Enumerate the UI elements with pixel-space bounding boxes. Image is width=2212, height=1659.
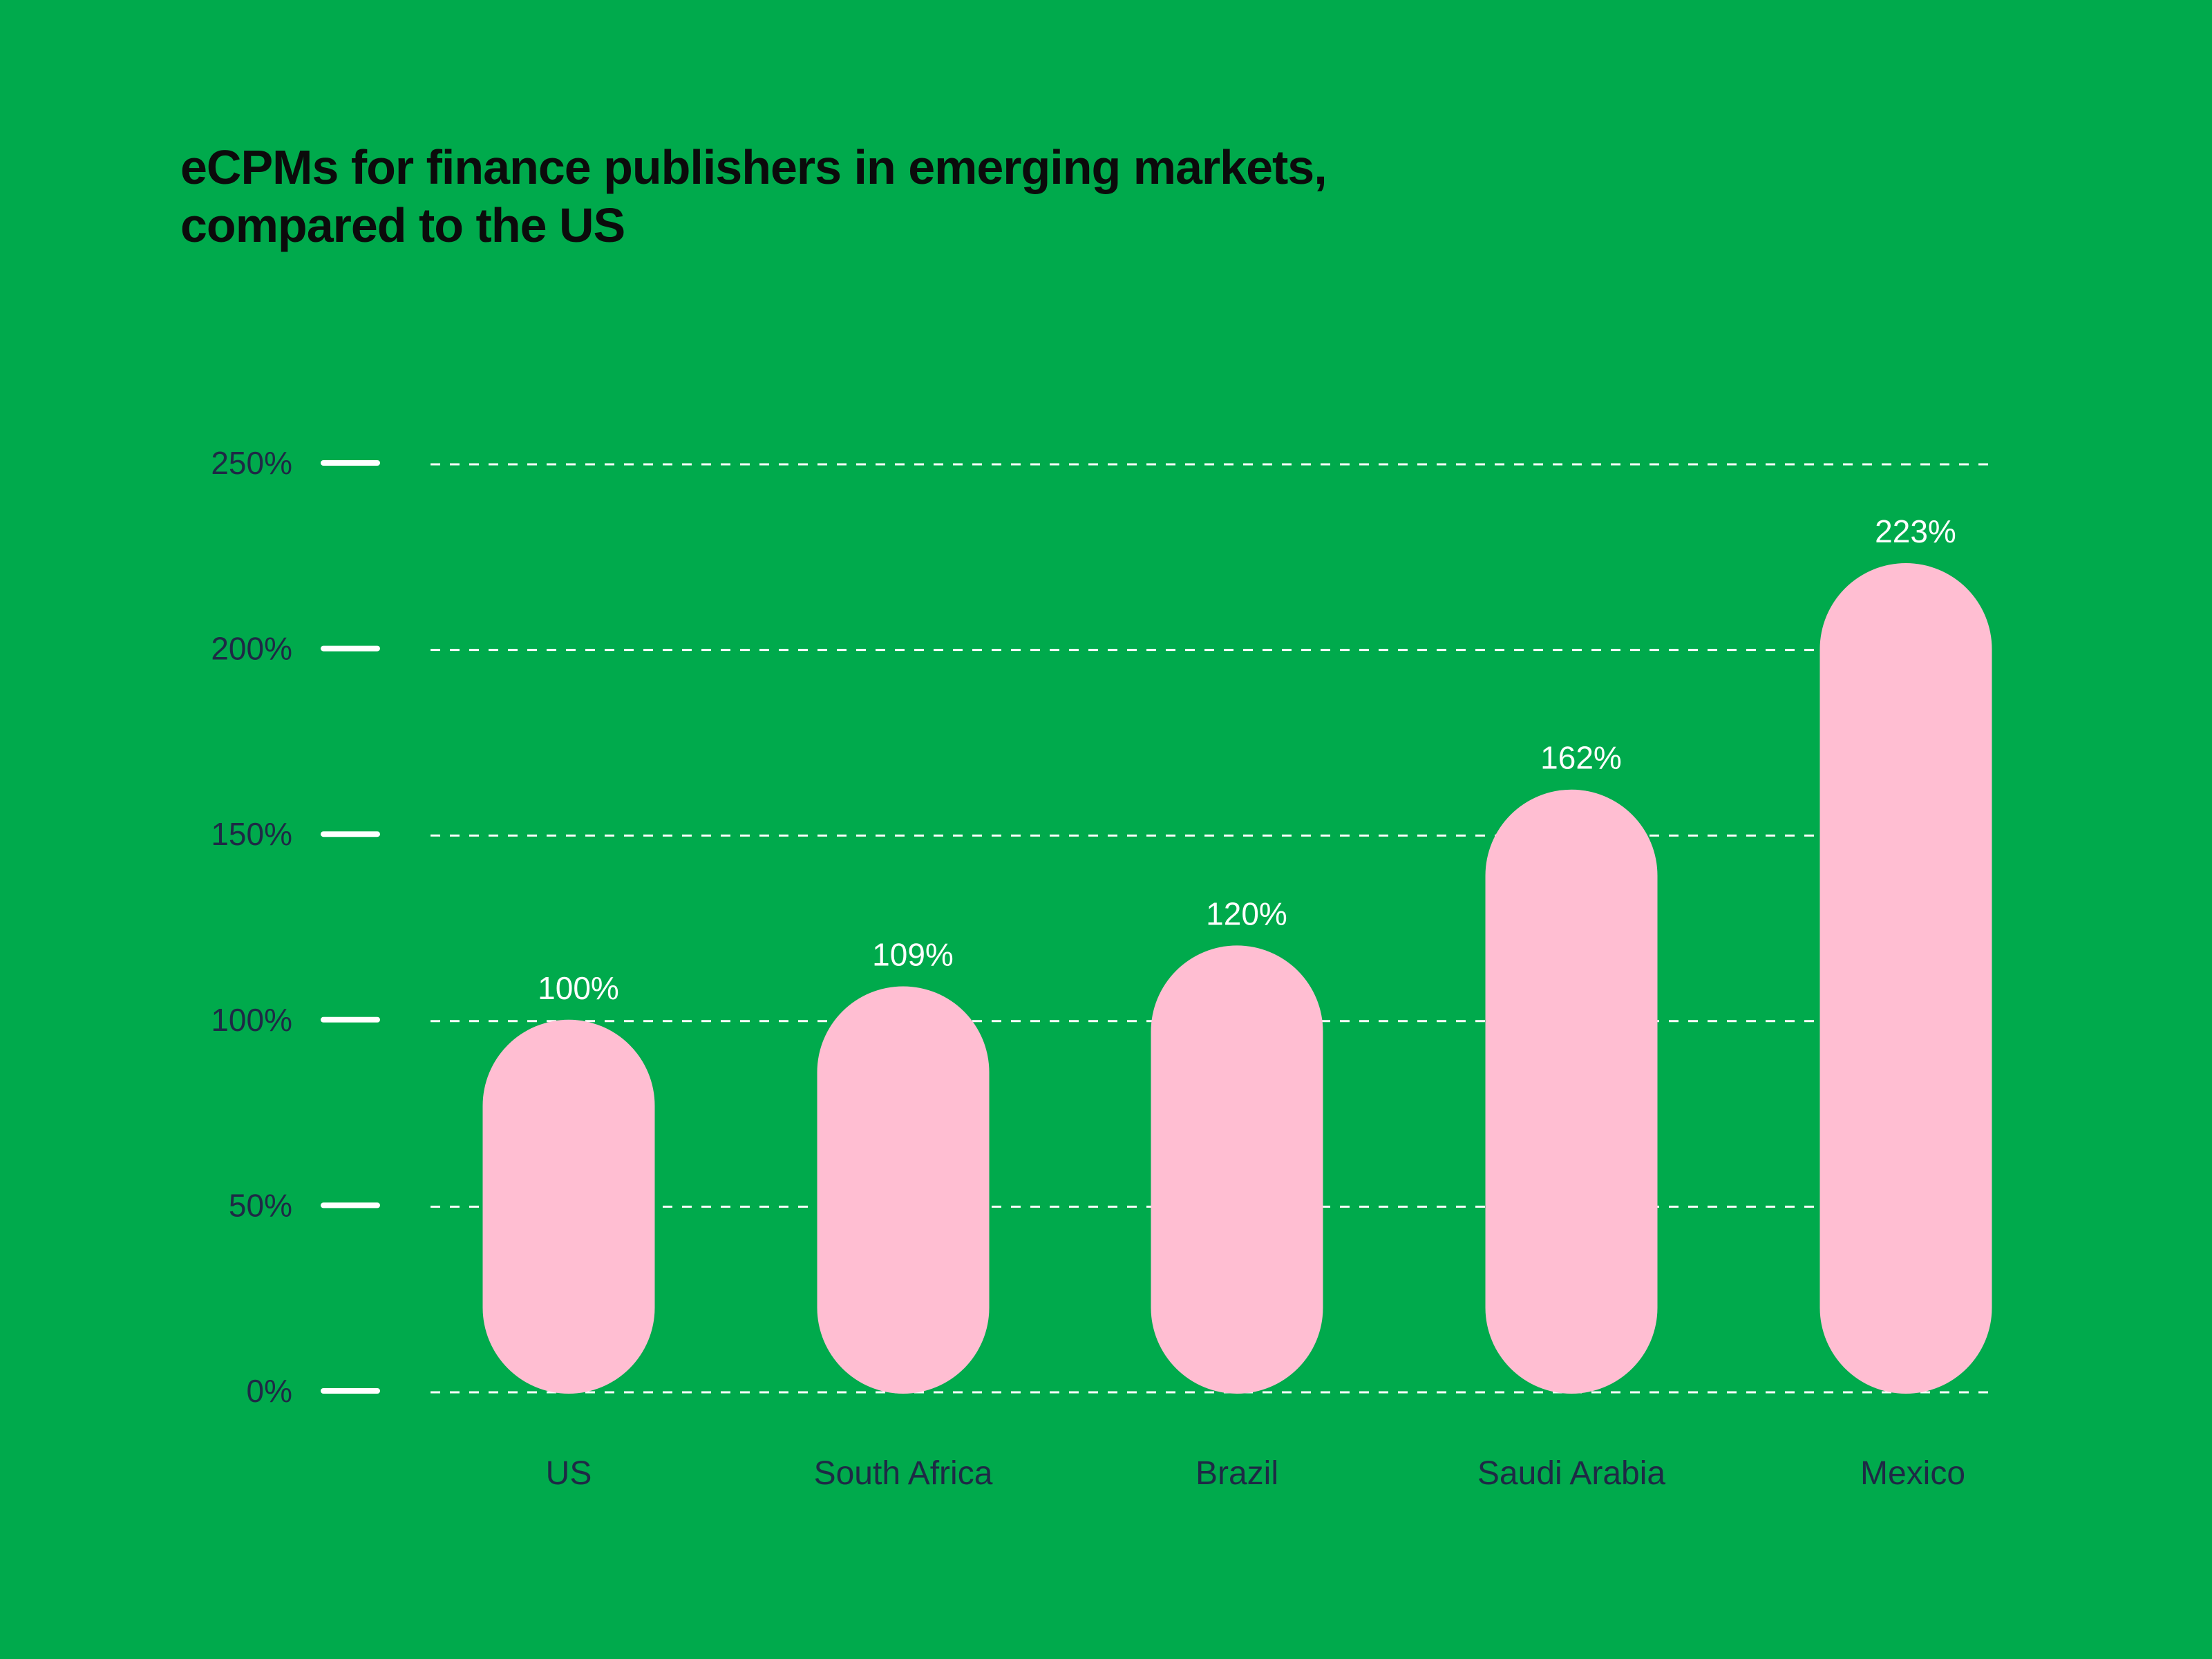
bar-us bbox=[482, 1019, 655, 1394]
bar-brazil bbox=[1151, 945, 1323, 1394]
value-label: 109% bbox=[872, 936, 954, 972]
bar-saudi-arabia bbox=[1485, 789, 1658, 1394]
y-tick-label: 100% bbox=[211, 1002, 292, 1038]
bar-mexico bbox=[1819, 563, 1992, 1394]
chart-title-line-1: eCPMs for finance publishers in emerging… bbox=[180, 140, 1327, 194]
x-category-label: Mexico bbox=[1860, 1455, 1965, 1492]
y-tick-label: 250% bbox=[211, 445, 292, 481]
y-tick-label: 200% bbox=[211, 631, 292, 667]
x-category-label: South Africa bbox=[814, 1455, 993, 1492]
chart-title-line-2: compared to the US bbox=[180, 198, 625, 252]
value-label: 223% bbox=[1875, 513, 1956, 549]
bar-south-africa bbox=[817, 986, 990, 1394]
value-label: 100% bbox=[538, 970, 619, 1006]
x-category-label: US bbox=[546, 1455, 592, 1492]
y-tick-label: 150% bbox=[211, 816, 292, 852]
x-category-label: Brazil bbox=[1195, 1455, 1278, 1492]
value-label: 162% bbox=[1540, 740, 1622, 776]
chart-title: eCPMs for finance publishers in emerging… bbox=[180, 138, 1327, 254]
y-tick-label: 0% bbox=[247, 1373, 292, 1409]
y-tick-label: 50% bbox=[229, 1187, 292, 1223]
x-category-label: Saudi Arabia bbox=[1477, 1455, 1666, 1492]
value-label: 120% bbox=[1206, 895, 1287, 931]
